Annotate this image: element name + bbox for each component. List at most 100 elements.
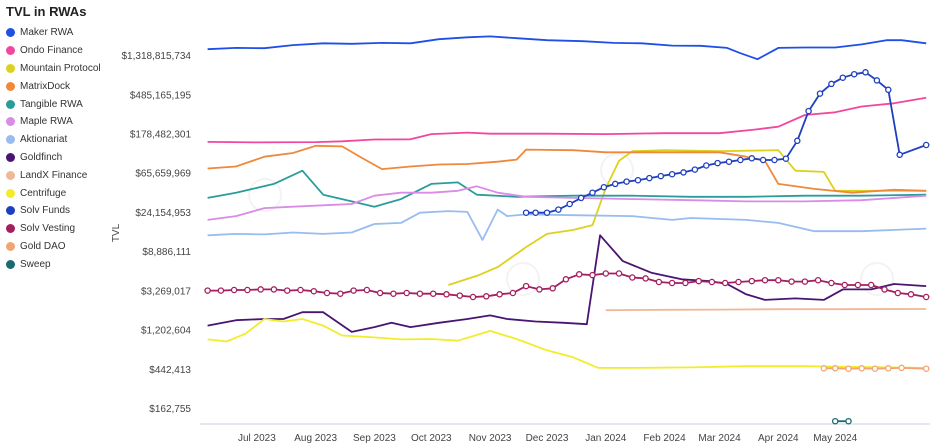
data-point-solv-funds (922, 141, 930, 149)
legend-label: Tangible RWA (20, 98, 83, 110)
data-point-solv-vesting (496, 291, 503, 298)
series-line-ondo-finance (207, 96, 927, 144)
legend-label: Sweep (20, 258, 51, 270)
y-tick-label: $178,482,301 (130, 129, 192, 140)
legend-swatch (6, 135, 15, 145)
y-tick-label: $485,165,195 (130, 90, 192, 101)
y-tick-label: $1,202,604 (141, 326, 191, 337)
data-point-solv-funds (522, 209, 530, 216)
data-point-solv-vesting (270, 286, 278, 293)
data-point-solv-funds (759, 156, 767, 164)
series-tangible-rwa (207, 169, 927, 208)
data-point-solv-vesting (682, 279, 689, 287)
data-point-solv-funds (668, 170, 676, 178)
series-solv-funds (522, 69, 930, 216)
data-point-solv-funds (577, 194, 585, 202)
legend-item-sweep[interactable]: Sweep (6, 255, 114, 273)
data-point-solv-funds (680, 169, 687, 176)
data-point-solv-funds (611, 180, 619, 188)
data-point-solv-vesting (244, 286, 251, 294)
data-point-solv-vesting (483, 293, 490, 300)
data-point-solv-funds (748, 155, 756, 162)
data-point-solv-vesting (230, 286, 238, 294)
legend-item-goldfinch[interactable]: Goldfinch (6, 149, 114, 167)
legend-item-solv-vesting[interactable]: Solv Vesting (6, 220, 114, 238)
series-mountain-protocol (448, 149, 927, 286)
data-point-solv-vesting (443, 291, 450, 298)
data-point-solv-funds (725, 158, 733, 165)
legend-item-solv-funds[interactable]: Solv Funds (6, 202, 114, 220)
series-maker-rwa (207, 35, 927, 61)
legend-item-matrixdock[interactable]: MatrixDock (6, 77, 114, 95)
y-tick-label: $3,269,017 (141, 286, 191, 297)
legend-item-gold-dao[interactable]: Gold DAO (6, 238, 114, 256)
legend-item-maple-rwa[interactable]: Maple RWA (6, 113, 114, 131)
data-point-solv-funds (805, 107, 812, 115)
data-point-solv-vesting (695, 277, 702, 285)
series-gold-dao (820, 364, 930, 372)
data-point-solv-vesting (589, 271, 596, 279)
data-point-solv-vesting (708, 278, 716, 286)
legend-label: Solv Funds (20, 205, 71, 217)
data-point-solv-vesting (761, 276, 769, 284)
data-point-solv-vesting (881, 286, 888, 293)
series-sweep (831, 417, 852, 425)
watermark-logo (860, 262, 894, 296)
data-point-solv-funds (691, 166, 699, 173)
data-point-solv-vesting (522, 282, 530, 290)
series-line-matrixdock (207, 144, 927, 194)
legend-swatch (6, 259, 15, 269)
data-point-solv-vesting (390, 290, 397, 297)
data-point-solv-vesting (562, 276, 570, 283)
legend-swatch (6, 63, 15, 73)
legend-label: MatrixDock (20, 80, 71, 92)
y-tick-label: $65,659,969 (135, 169, 191, 180)
legend-swatch (6, 152, 15, 162)
data-point-solv-funds (634, 176, 642, 184)
series-line-landx-finance (605, 308, 927, 312)
data-point-solv-vesting (469, 293, 477, 301)
data-point-solv-funds (714, 159, 721, 167)
legend-item-landx-finance[interactable]: LandX Finance (6, 166, 114, 184)
data-point-solv-funds (896, 151, 903, 159)
plot-area (204, 35, 930, 425)
legend-item-maker-rwa[interactable]: Maker RWA (6, 24, 114, 42)
legend-item-mountain-protocol[interactable]: Mountain Protocol (6, 60, 114, 78)
series-line-mountain-protocol (448, 149, 927, 286)
data-point-solv-funds (623, 178, 630, 185)
watermark-logo (506, 262, 540, 296)
legend-swatch (6, 117, 15, 127)
x-axis: Jul 2023 Aug 2023 Sep 2023 Oct 2023 Nov 2023… (238, 433, 858, 444)
legend-label: Centrifuge (20, 187, 67, 199)
legend-label: Gold DAO (20, 240, 66, 252)
data-point-solv-vesting (629, 274, 636, 281)
data-point-solv-funds (862, 69, 869, 76)
y-tick-label: $162,755 (149, 404, 191, 415)
data-point-solv-vesting (721, 279, 729, 287)
legend-item-ondo-finance[interactable]: Ondo Finance (6, 42, 114, 60)
watermark-logo (248, 178, 282, 212)
data-point-solv-vesting (204, 287, 211, 294)
data-point-solv-vesting (814, 276, 822, 284)
legend-item-aktionariat[interactable]: Aktionariat (6, 131, 114, 149)
data-point-solv-funds (794, 137, 801, 145)
legend-swatch (6, 224, 15, 234)
data-point-solv-vesting (642, 275, 649, 282)
chart-title: TVL in RWAs (6, 4, 87, 19)
data-point-solv-vesting (536, 286, 543, 293)
legend-label: Maple RWA (20, 116, 73, 128)
series-goldfinch (207, 234, 927, 333)
series-aktionariat (207, 208, 927, 241)
x-tick-label: Sep 2023 (353, 433, 396, 444)
legend-swatch (6, 188, 15, 198)
legend-item-tangible-rwa[interactable]: Tangible RWA (6, 95, 114, 113)
legend-items: Maker RWA Ondo Finance Mountain Protocol Ma… (6, 24, 114, 273)
data-point-solv-vesting (615, 270, 623, 277)
legend-item-centrifuge[interactable]: Centrifuge (6, 184, 114, 202)
y-tick-label: $1,318,815,734 (121, 51, 191, 62)
series-ondo-finance (207, 96, 927, 144)
data-point-sweep (831, 417, 839, 425)
data-point-solv-vesting (509, 289, 517, 297)
legend-label: Goldfinch (20, 151, 63, 163)
x-tick-label: Feb 2024 (643, 433, 686, 444)
